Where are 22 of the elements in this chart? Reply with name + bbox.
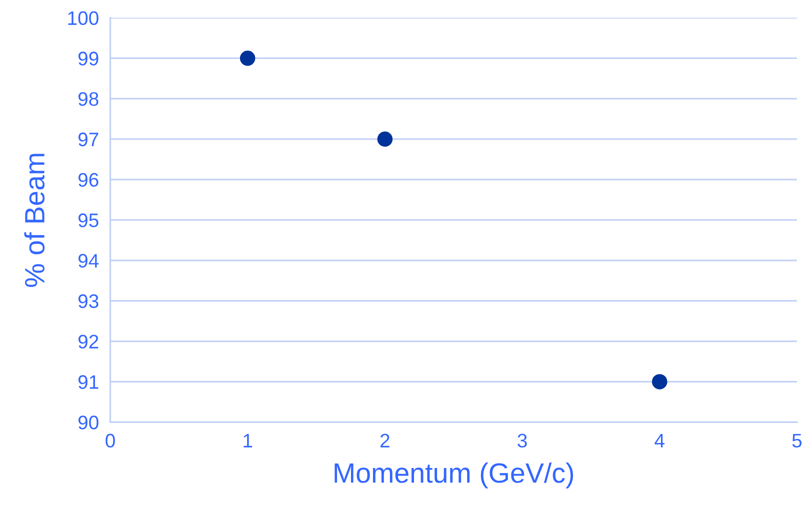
x-tick-label: 5	[792, 434, 802, 448]
y-tick-label: 94	[78, 254, 99, 268]
y-tick-label: 93	[78, 294, 98, 308]
x-axis-title: Momentum (GeV/c)	[334, 462, 574, 488]
y-tick-label: 92	[78, 334, 98, 349]
y-tick-label: 99	[78, 52, 98, 66]
point	[652, 374, 668, 390]
point	[240, 50, 256, 66]
y-tick-label: 96	[78, 172, 98, 187]
point	[377, 131, 393, 147]
x-tick-label: 0	[106, 434, 115, 448]
x-tick-label: 4	[654, 434, 664, 448]
x-tick-label: 3	[518, 434, 527, 448]
y-tick-label: 90	[78, 416, 98, 430]
x-tick-label: 2	[380, 434, 390, 448]
y-tick-label: 100	[68, 11, 98, 26]
y-tick-label: 97	[78, 132, 98, 146]
y-axis-title: % of Beam	[24, 154, 45, 287]
y-tick-label: 95	[78, 213, 98, 228]
x-tick-label: 1	[244, 434, 252, 448]
y-tick-label: 91	[78, 375, 98, 389]
y-tick-label: 98	[78, 92, 98, 106]
